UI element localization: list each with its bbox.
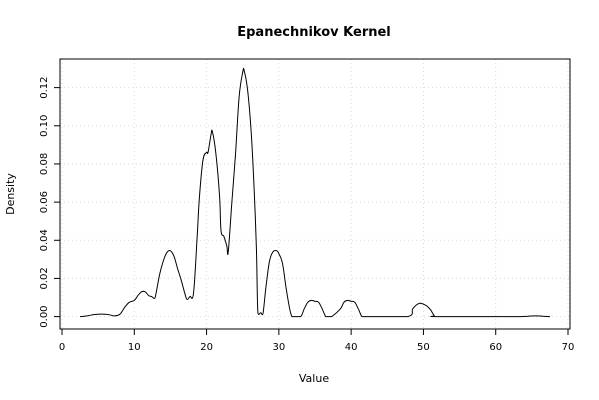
x-tick-label: 70 xyxy=(562,342,575,353)
density-curve xyxy=(80,67,550,318)
chart-title: Epanechnikov Kernel xyxy=(237,25,391,40)
x-tick-label: 60 xyxy=(489,342,502,353)
x-axis: 0 10 20 30 40 50 60 70 xyxy=(59,329,575,353)
x-tick-label: 0 xyxy=(59,342,65,353)
x-tick-label: 20 xyxy=(200,342,213,353)
x-tick-label: 30 xyxy=(272,342,285,353)
x-tick-label: 40 xyxy=(345,342,358,353)
y-axis-label: Density xyxy=(4,173,17,215)
x-tick-label: 10 xyxy=(128,342,141,353)
y-axis: 0.00 0.02 0.04 0.06 0.08 0.10 0.12 xyxy=(39,76,60,328)
x-axis-label: Value xyxy=(299,372,329,385)
y-tick-label: 0.02 xyxy=(39,267,50,289)
x-tick-label: 50 xyxy=(417,342,430,353)
y-tick-label: 0.06 xyxy=(39,191,50,213)
y-tick-label: 0.12 xyxy=(39,76,50,98)
y-tick-label: 0.04 xyxy=(39,229,50,251)
y-tick-label: 0.00 xyxy=(39,305,50,327)
grid-lines xyxy=(60,59,570,329)
plot-frame xyxy=(59,58,571,330)
y-tick-label: 0.08 xyxy=(39,153,50,175)
y-tick-label: 0.10 xyxy=(39,115,50,137)
